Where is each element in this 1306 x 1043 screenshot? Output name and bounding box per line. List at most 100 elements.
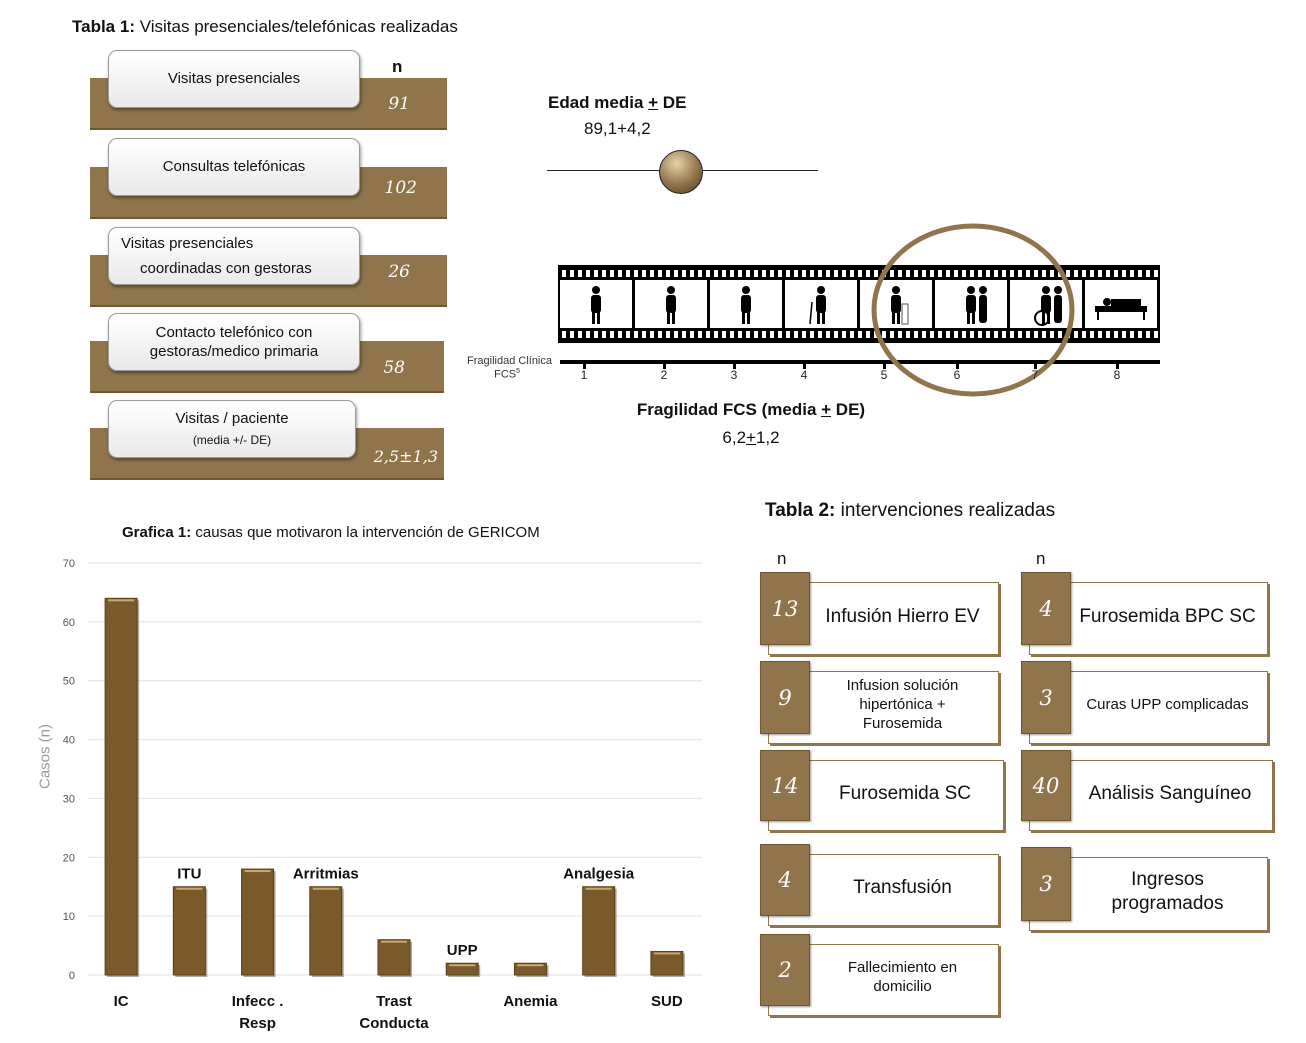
person-icon [816,295,826,313]
sprocket-hole [858,331,862,338]
sprocket-hole [666,270,670,277]
sprocket-hole [562,270,566,277]
person-icon [591,295,601,313]
intervention-count: 2 [760,934,810,1006]
category-label: UPP [447,942,478,959]
person-icon [817,312,820,324]
y-tick-label: 50 [63,676,75,688]
sprocket-hole [778,331,782,338]
sprocket-hole [858,270,862,277]
intervention-label: Fallecimiento en domicilio [847,959,958,995]
intervention-label: Infusión Hierro EV [825,605,980,627]
row-sublabel: coordinadas con gestoras [140,260,312,277]
sprocket-hole [1090,270,1094,277]
sprocket-hole [786,331,790,338]
sprocket-hole [946,331,950,338]
sprocket-hole [994,270,998,277]
intervention-label: Furosemida BPC SC [1079,605,1256,627]
edad-value: 89,1+4,2 [584,119,651,138]
bar-highlight [108,599,135,602]
sprocket-hole [1146,270,1150,277]
category-label-line: Infecc . [232,993,284,1010]
person-icon [1042,312,1045,324]
sprocket-hole [706,270,710,277]
person-icon [967,286,975,294]
intervention-count: 40 [1021,750,1071,821]
row-label: Consultas telefónicas [162,158,306,176]
caregiver-icon [979,286,987,294]
sprocket-hole [1154,270,1158,277]
person-icon [672,312,675,324]
scale-tick [663,364,666,369]
sprocket-hole [1082,331,1086,338]
sprocket-hole [818,331,822,338]
plus-minus-symbol: + [648,93,659,112]
table1-label-box: Visitas / paciente (media +/- DE) [108,400,356,458]
category-label-line: ITU [177,866,201,883]
sprocket-hole [906,270,910,277]
sprocket-hole [810,331,814,338]
sprocket-hole [874,270,878,277]
sprocket-hole [826,331,830,338]
bar [377,939,411,976]
sprocket-hole [1098,270,1102,277]
bed-icon [1143,312,1145,320]
category-label-line: Anemia [503,993,558,1010]
person-icon [967,312,970,324]
sprocket-hole [1074,270,1078,277]
table1-title-bold: Tabla 1: [72,17,135,36]
row-label: Contacto telefónico con [155,323,313,341]
category-label: IC [114,993,129,1010]
chart-title-bold: Grafica 1: [122,524,192,541]
sprocket-hole [706,331,710,338]
intervention-label: Ingresos programados [1111,869,1224,914]
intervention-count: 9 [760,661,810,734]
fragilidad-title-text: Fragilidad FCS (media [636,400,822,419]
sprocket-hole [602,270,606,277]
scale-numbers: 1 2 3 4 5 6 7 8 [581,368,1121,382]
sprocket-hole [682,331,686,338]
person-icon [892,312,895,324]
y-tick-label: 40 [63,735,75,747]
fragilidad-mean: 6,2 [722,428,747,447]
sprocket-hole [666,331,670,338]
category-label-line: SUD [651,993,683,1010]
sprocket-hole [890,331,894,338]
sprocket-hole [842,270,846,277]
category-label: Anemia [503,993,558,1010]
sprocket-hole [994,331,998,338]
fragilidad-title: Fragilidad FCS (media + DE) [551,400,951,420]
sprocket-hole [1106,331,1110,338]
scale-number: 8 [1113,368,1121,382]
scale-label: Fragilidad Clínica FCS5 [455,355,552,382]
person-icon [891,295,901,313]
sprocket-hole [1122,331,1126,338]
intervention-count: 4 [1021,572,1071,645]
plus-minus-symbol: + [821,400,832,419]
intervention-label: Transfusión [853,877,952,899]
bar-highlight [312,887,339,890]
sprocket-hole [594,270,598,277]
chart-title: Grafica 1: causas que motivaron la inter… [122,524,540,541]
sprocket-hole [850,270,854,277]
category-label-line: UPP [447,942,478,959]
person-icon [592,312,595,324]
intervention-count: 3 [1021,847,1071,921]
sprocket-hole [1090,331,1094,338]
caregiver-icon [1054,286,1062,294]
sprocket-hole [954,331,958,338]
sprocket-hole [594,331,598,338]
sprocket-hole [770,270,774,277]
edad-title: Edad media + DE [548,93,686,113]
sprocket-hole [754,331,758,338]
table2-n-header-right: n [1036,549,1046,568]
sprocket-hole [674,331,678,338]
sprocket-hole [1050,331,1054,338]
sprocket-hole [802,270,806,277]
sprocket-hole [1114,270,1118,277]
sprocket-hole [778,270,782,277]
sprocket-hole [922,331,926,338]
sprocket-hole [1010,331,1014,338]
sprocket-hole [834,270,838,277]
sprocket-hole [698,331,702,338]
